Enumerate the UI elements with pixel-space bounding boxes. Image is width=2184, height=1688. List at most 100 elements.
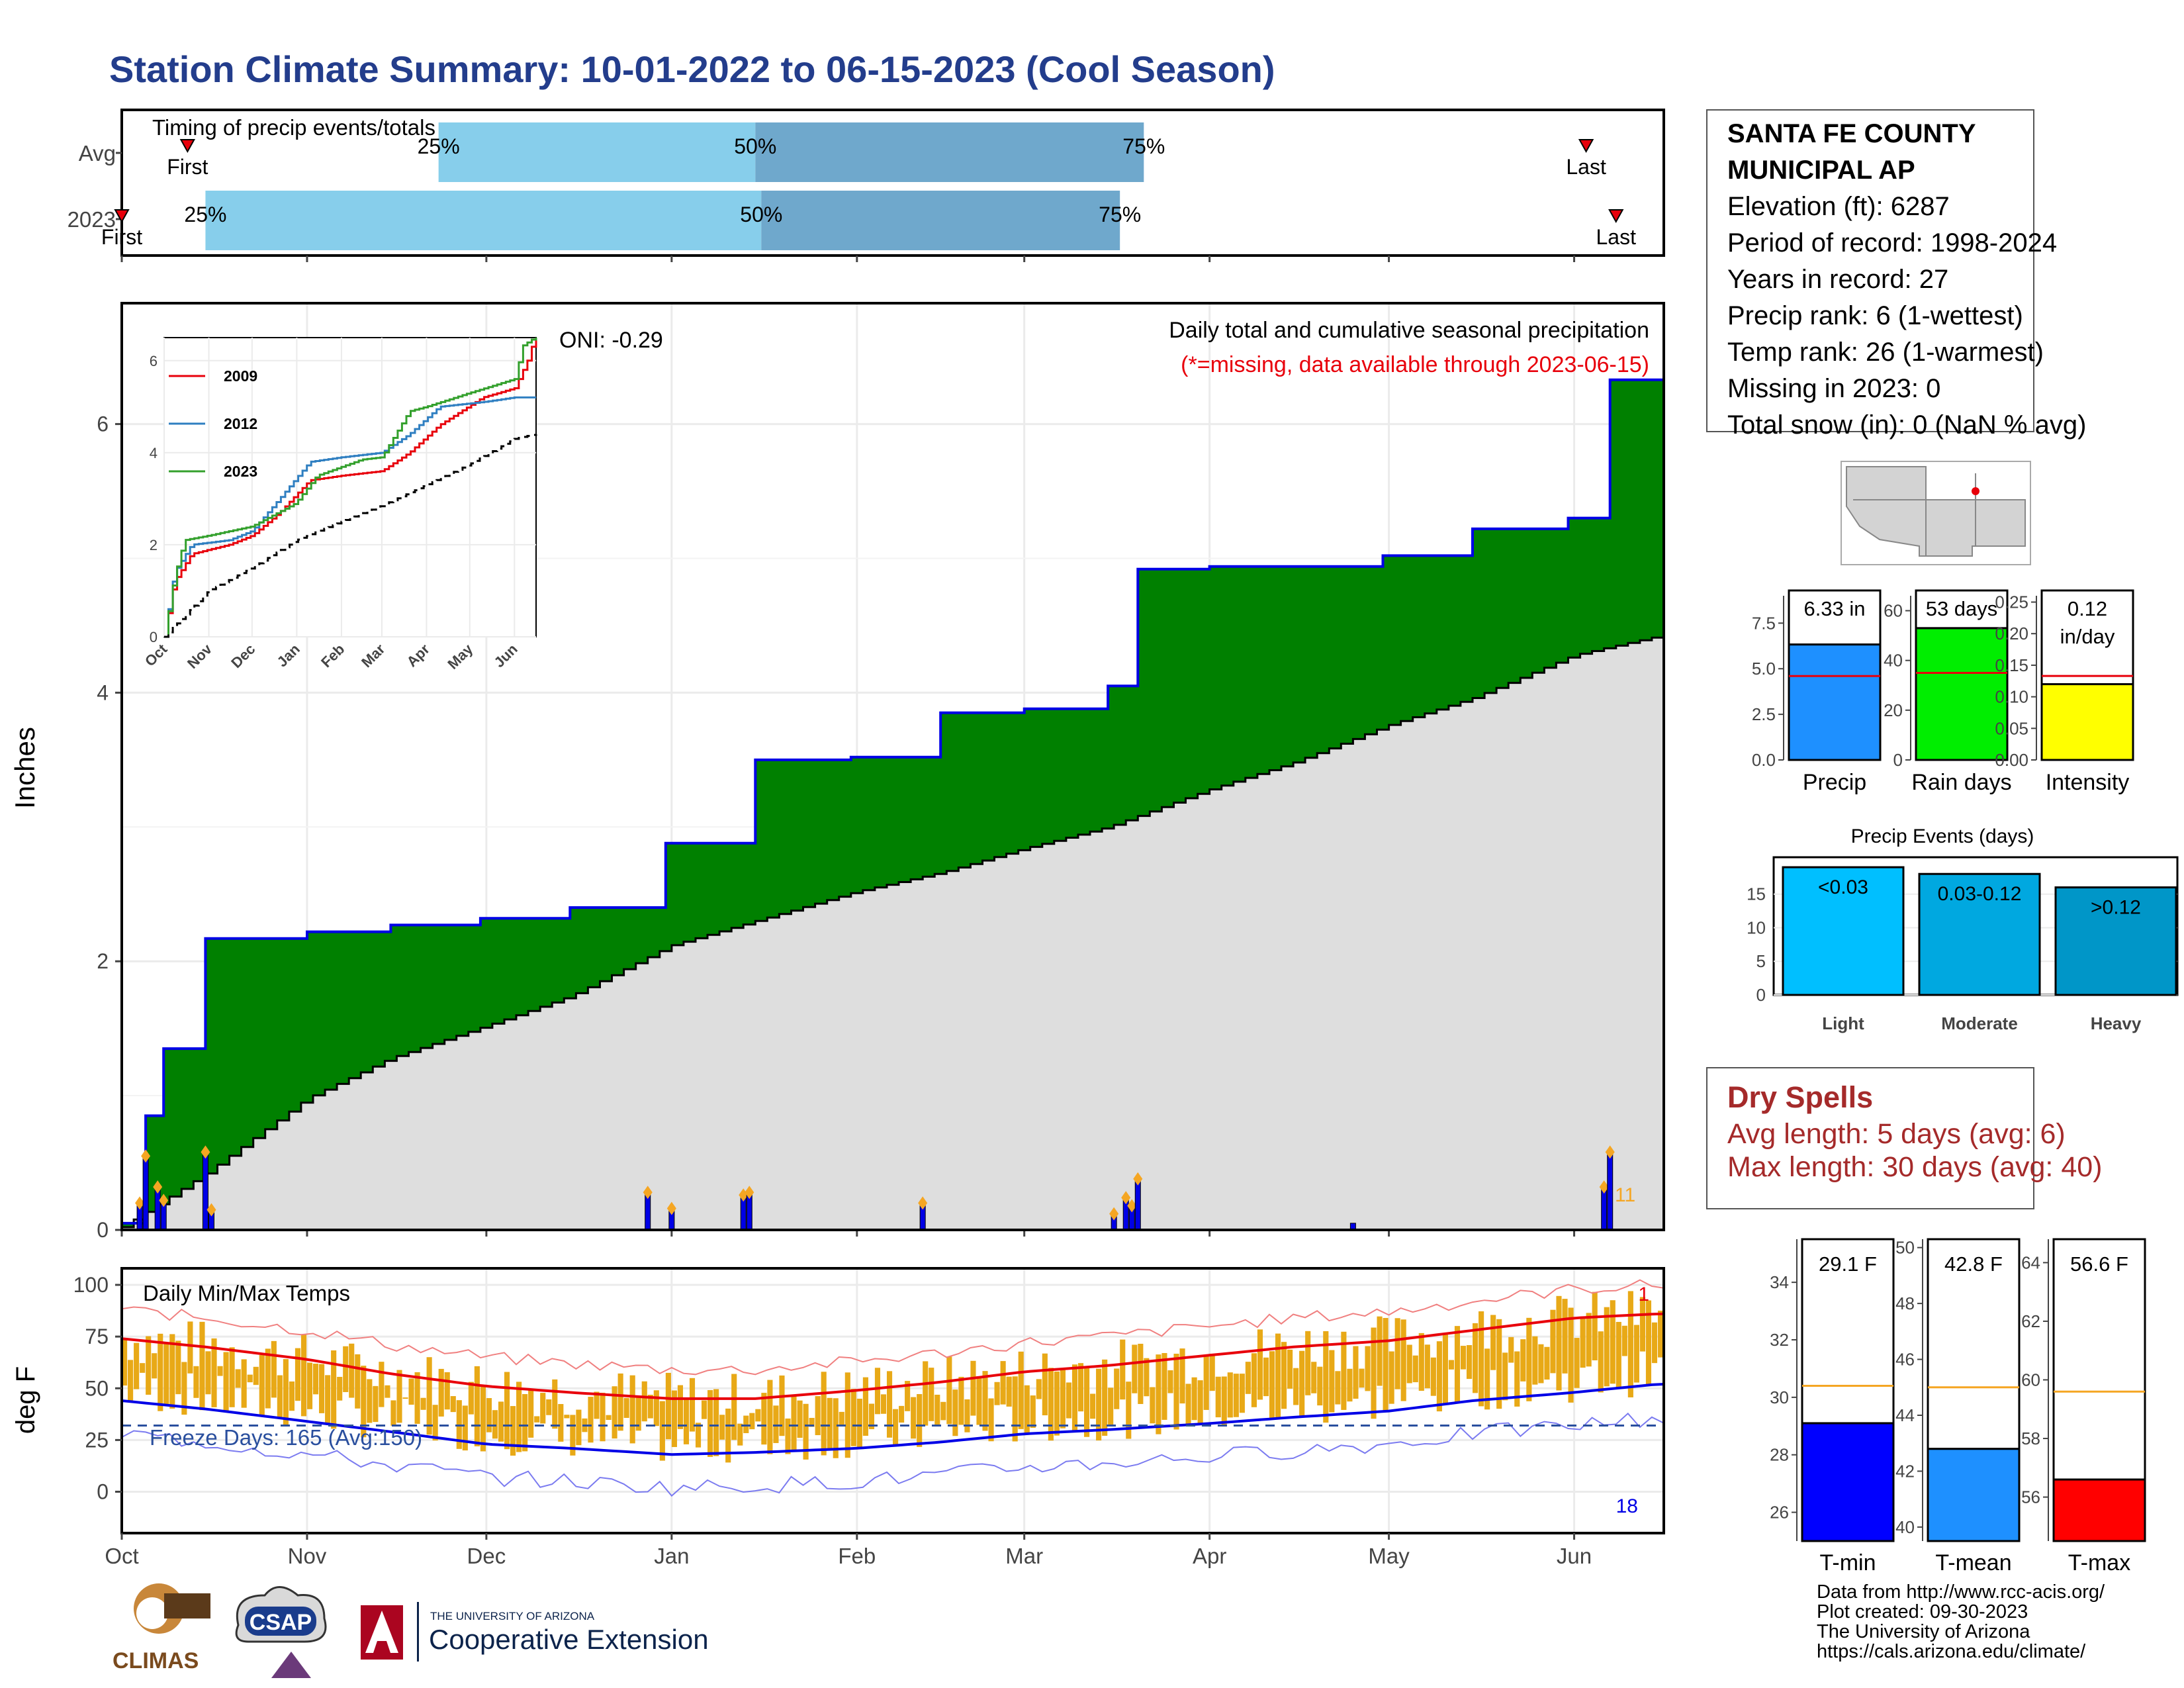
temp-summary-y-tick: 48 bbox=[1895, 1293, 1915, 1313]
month-tick-label: Oct bbox=[105, 1544, 138, 1568]
month-tick-label: Jun bbox=[1557, 1544, 1592, 1568]
daily-temp-bar bbox=[964, 1399, 970, 1432]
daily-temp-bar bbox=[229, 1347, 235, 1407]
event-category: Light bbox=[1822, 1013, 1864, 1033]
summary-bar-group: 0.0 2.5 5.0 7.5 6.33 in Precip bbox=[1752, 589, 1882, 795]
events-y-tick: 5 bbox=[1756, 951, 1766, 971]
timing-panel: Timing of precip events/totals Avg 25% 50%… bbox=[68, 109, 1665, 262]
daily-temp-bar bbox=[707, 1389, 713, 1457]
daily-temp-bar bbox=[1209, 1353, 1215, 1391]
daily-precip-bar bbox=[1134, 1178, 1141, 1231]
climas-text: CLIMAS bbox=[113, 1648, 199, 1673]
dry-spells-max: Max length: 30 days (avg: 40) bbox=[1727, 1151, 2103, 1183]
daily-temp-bar bbox=[306, 1362, 313, 1409]
daily-temp-bar bbox=[1269, 1351, 1275, 1419]
daily-temp-bar bbox=[665, 1372, 671, 1440]
daily-temp-bar bbox=[1406, 1344, 1412, 1383]
summary-label-box bbox=[1788, 589, 1882, 646]
temp-summary-value-bar bbox=[1801, 1422, 1895, 1542]
precip-y-tick: 0 bbox=[97, 1218, 109, 1242]
daily-temp-bar bbox=[193, 1366, 199, 1398]
summary-y-tick: 0.05 bbox=[1995, 718, 2028, 738]
daily-temp-bar bbox=[414, 1372, 420, 1424]
daily-temp-bar bbox=[1263, 1357, 1269, 1397]
timing-last-label: Last bbox=[1596, 225, 1637, 249]
daily-temp-bar bbox=[1185, 1383, 1191, 1425]
daily-temp-bar bbox=[1621, 1325, 1627, 1356]
daily-temp-bar bbox=[1627, 1291, 1633, 1397]
daily-temp-bar bbox=[438, 1368, 444, 1417]
events-y-tick: 10 bbox=[1747, 917, 1766, 937]
daily-temp-bar bbox=[1353, 1346, 1359, 1399]
summary-value-bar bbox=[1788, 643, 1882, 761]
daily-temp-bar bbox=[474, 1366, 480, 1446]
events-title: Precip Events (days) bbox=[1851, 825, 2034, 847]
daily-temp-bar bbox=[844, 1372, 850, 1458]
csap-logo: CSAP bbox=[235, 1586, 327, 1678]
daily-temp-bar bbox=[1323, 1331, 1329, 1423]
daily-temp-bar bbox=[259, 1355, 265, 1415]
daily-temp-bar bbox=[1090, 1393, 1096, 1419]
daily-temp-bar bbox=[331, 1350, 337, 1429]
summary-bar-group: 0 20 40 60 53 days Rain days bbox=[1884, 589, 2012, 795]
temp-frame bbox=[120, 1267, 1665, 1534]
month-tick-label: Jan bbox=[654, 1544, 689, 1568]
event-bar bbox=[1782, 866, 1905, 996]
event-bar bbox=[1918, 872, 2041, 996]
summary-label-box bbox=[1915, 589, 2009, 630]
events-y-tick: 0 bbox=[1756, 985, 1766, 1005]
daily-temp-bar bbox=[1520, 1339, 1526, 1382]
temp-summary-y-tick: 64 bbox=[2021, 1252, 2040, 1272]
daily-temp-bar bbox=[576, 1409, 582, 1446]
daily-temp-bar bbox=[1239, 1374, 1245, 1413]
oni-label: ONI: -0.29 bbox=[559, 328, 663, 353]
precip-rank: Precip rank: 6 (1-wettest) bbox=[1727, 301, 2023, 330]
daily-temp-bar bbox=[725, 1408, 731, 1463]
page-title: Station Climate Summary: 10-01-2022 to 0… bbox=[109, 48, 1275, 90]
timing-p25-label: 25% bbox=[184, 203, 226, 226]
credits: Data from http://www.rcc-acis.org/ Plot … bbox=[1817, 1582, 2105, 1662]
elevation: Elevation (ft): 6287 bbox=[1727, 192, 1950, 221]
daily-temp-bar bbox=[695, 1423, 702, 1448]
timing-first-label: First bbox=[167, 155, 208, 179]
daily-temp-bar bbox=[1538, 1344, 1544, 1383]
summary-y-tick: 2.5 bbox=[1752, 704, 1776, 724]
temp-summary-label-box bbox=[2052, 1238, 2146, 1481]
daily-temp-bar bbox=[432, 1405, 438, 1441]
daily-temp-bar bbox=[1502, 1352, 1508, 1401]
daily-temp-bar bbox=[241, 1359, 247, 1408]
timing-row-label: Avg bbox=[79, 141, 116, 165]
daily-temp-bar bbox=[1215, 1376, 1221, 1418]
event-bar-label: 0.03-0.12 bbox=[1938, 883, 2022, 905]
month-tick-label: May bbox=[1368, 1544, 1410, 1568]
temp-x-axis: Oct Nov Dec Jan Feb Mar Apr May Jun bbox=[105, 1533, 1592, 1568]
inset-series-line bbox=[164, 338, 537, 638]
daily-temp-bar bbox=[952, 1389, 958, 1436]
daily-temp-bar bbox=[1633, 1325, 1639, 1383]
daily-temp-bar bbox=[217, 1366, 223, 1376]
daily-temp-bar bbox=[247, 1374, 253, 1383]
daily-temp-bar bbox=[767, 1380, 773, 1454]
daily-temp-bar bbox=[982, 1371, 988, 1431]
temp-summary-label: T-max bbox=[2068, 1550, 2130, 1575]
temp-y-tick: 0 bbox=[97, 1480, 109, 1504]
normal-min-line bbox=[121, 1383, 1664, 1456]
daily-temp-bar bbox=[1281, 1342, 1287, 1409]
daily-precip-bar bbox=[1607, 1151, 1614, 1231]
daily-temp-bar bbox=[146, 1336, 152, 1395]
timing-p75-label: 75% bbox=[1099, 203, 1141, 226]
daily-temp-bar bbox=[1144, 1358, 1150, 1397]
summary-y-tick: 0.0 bbox=[1752, 750, 1776, 770]
daily-temp-bar bbox=[791, 1396, 797, 1450]
daily-temp-bar bbox=[235, 1369, 241, 1388]
daily-temp-bar bbox=[1251, 1353, 1257, 1407]
daily-temp-bar bbox=[1167, 1370, 1173, 1393]
daily-temp-bar bbox=[367, 1379, 373, 1423]
daily-temp-bar bbox=[713, 1389, 719, 1456]
daily-temp-bar bbox=[187, 1321, 193, 1374]
daily-temp-bar bbox=[1114, 1368, 1120, 1409]
daily-temp-bar bbox=[134, 1342, 140, 1389]
daily-temp-bar bbox=[295, 1348, 301, 1401]
daily-temp-bar bbox=[486, 1398, 492, 1432]
average-cumulative-area bbox=[122, 636, 1664, 1230]
